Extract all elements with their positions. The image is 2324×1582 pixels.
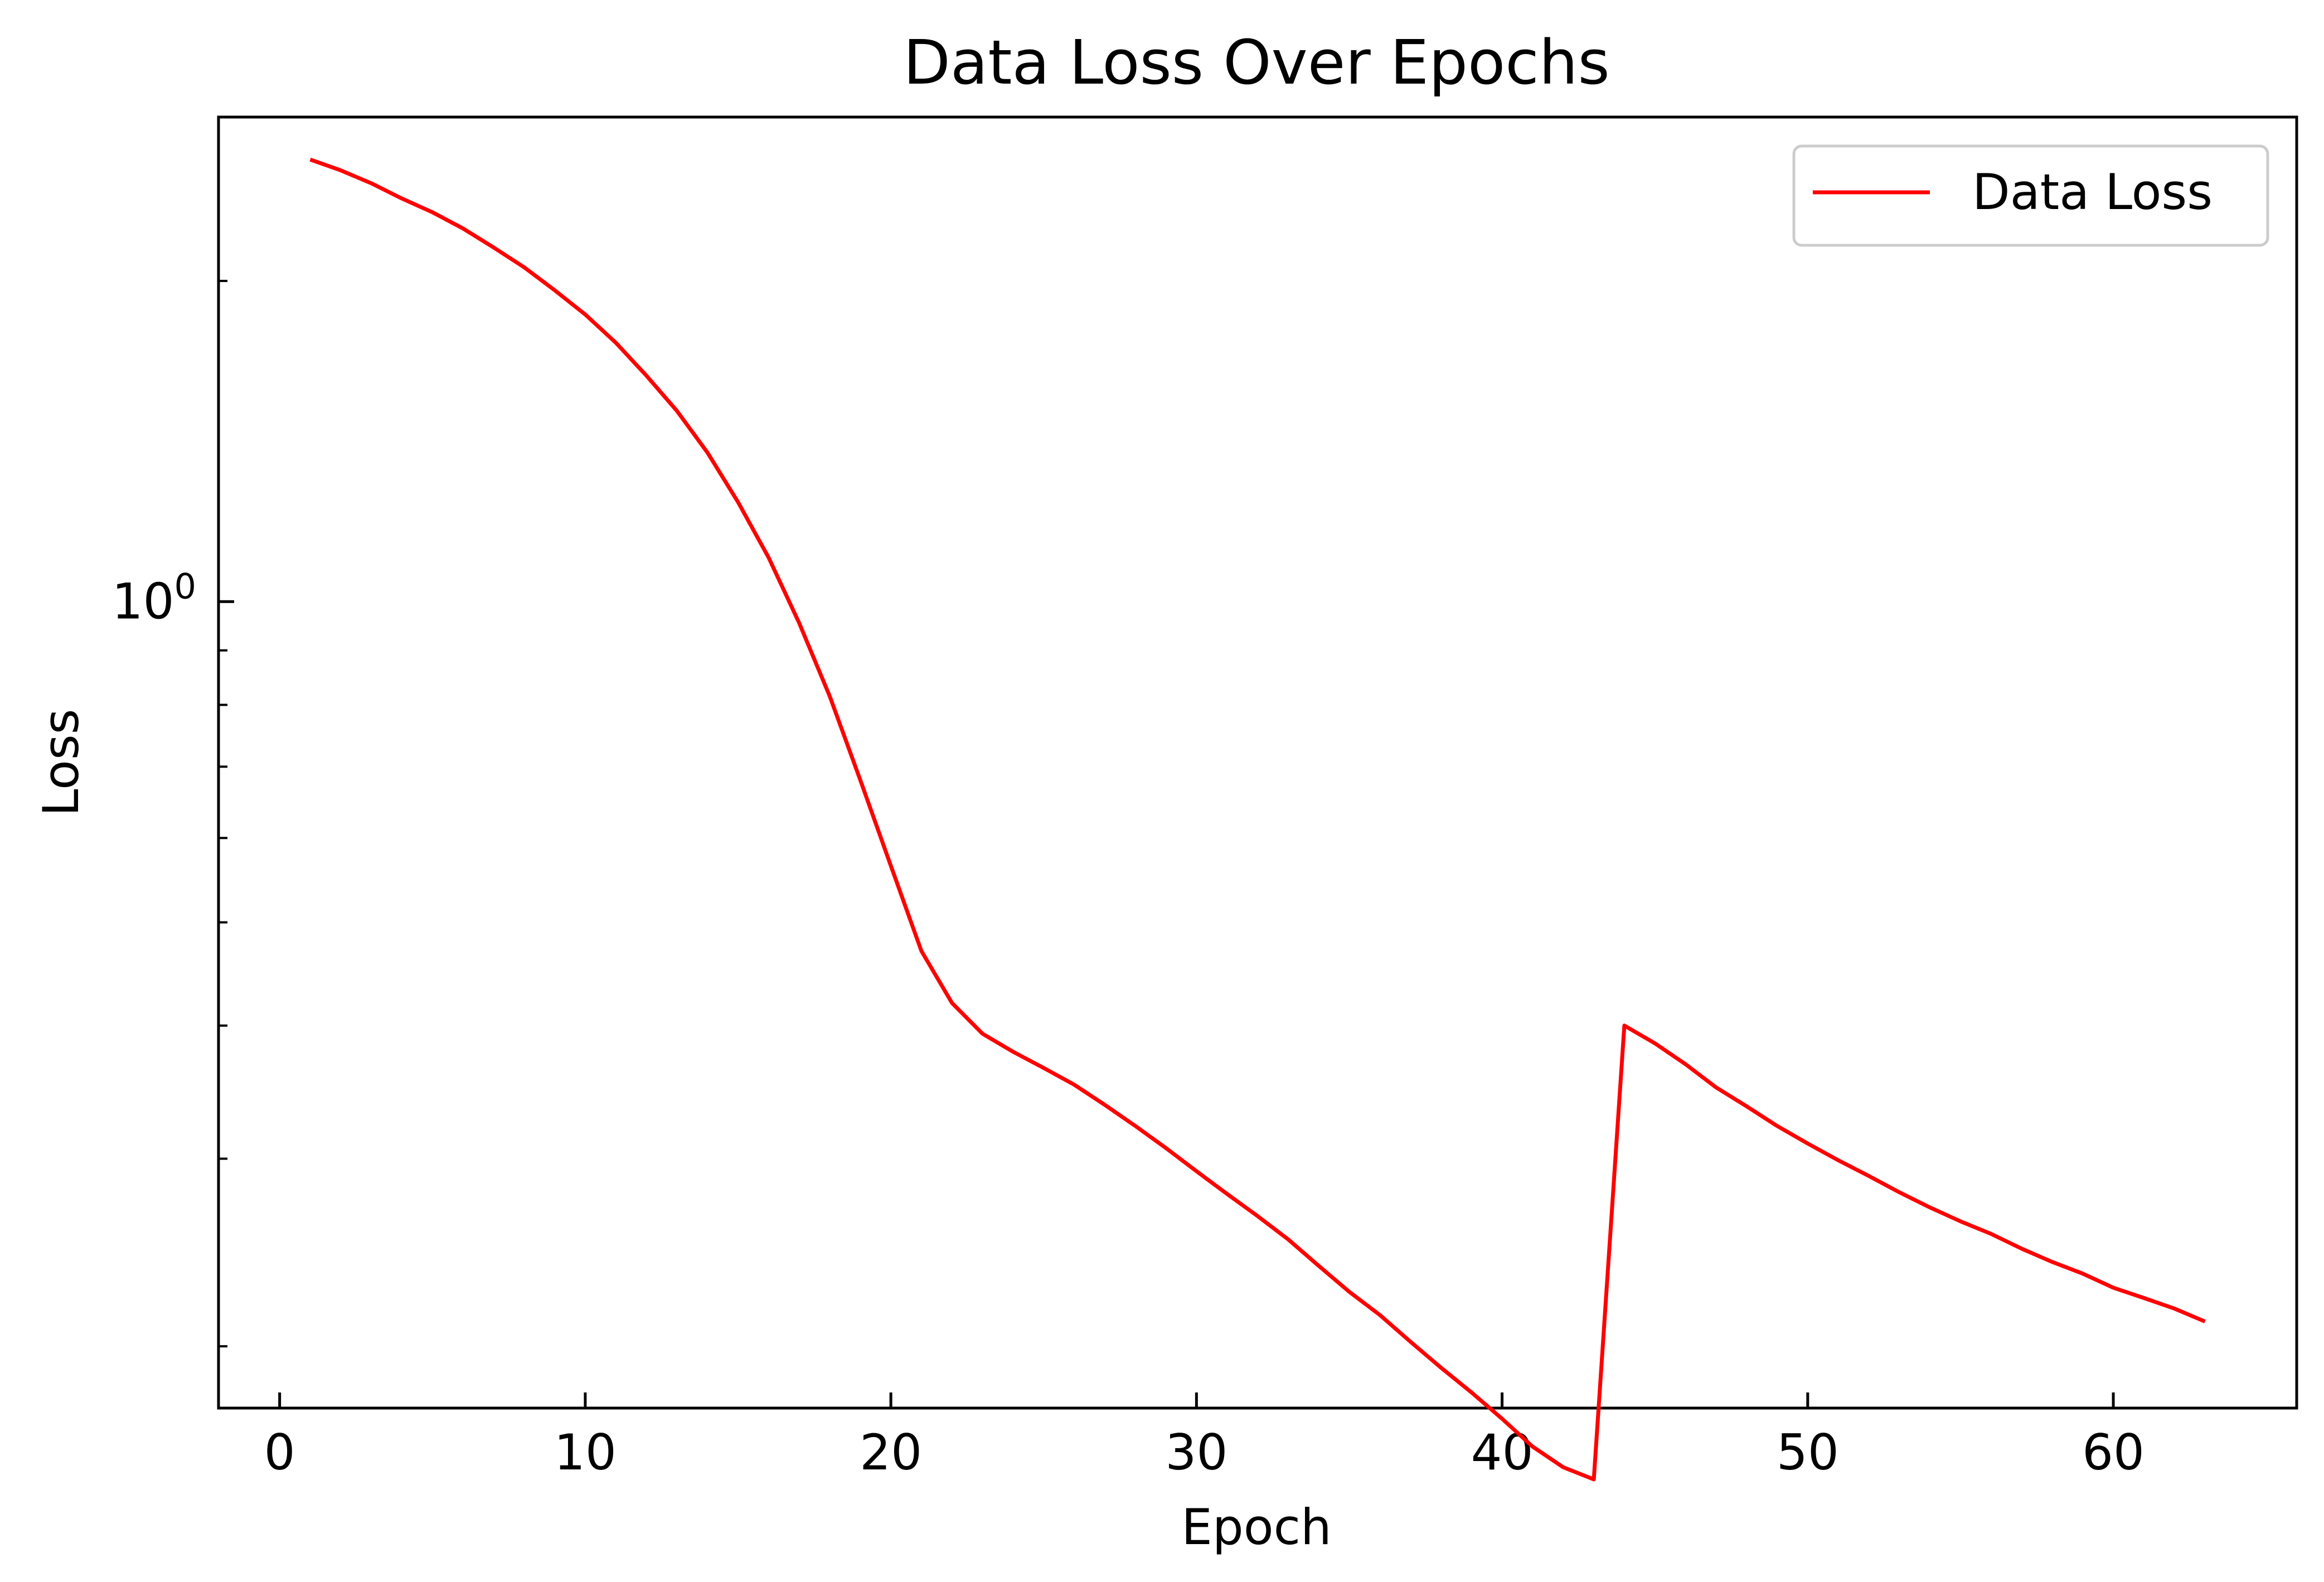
x-tick-label: 0 [264,1424,295,1481]
y-tick-label-exponent: 0 [174,566,196,606]
plot-area: 0 10 20 30 40 50 60 100 [112,115,2298,1482]
x-tick-label: 50 [1777,1424,1839,1481]
x-tick-label: 10 [554,1424,617,1481]
data-loss-line [309,157,2206,1482]
chart-title: Data Loss Over Epochs [903,27,1610,98]
x-tick-label: 30 [1165,1424,1228,1481]
y-axis-label: Loss [32,708,90,816]
x-tick-label: 20 [860,1424,922,1481]
plot-frame [217,115,2298,1410]
x-tick-label: 60 [2082,1424,2145,1481]
legend-box [1792,144,2269,247]
y-tick-label: 100 [112,566,196,630]
legend-label: Data Loss [1972,163,2213,221]
y-axis-ticks: 100 [112,279,234,1348]
y-tick-label-base: 10 [112,572,174,630]
x-axis-ticks: 0 10 20 30 40 50 60 [264,1392,2145,1481]
x-axis-label: Epoch [1181,1498,1331,1556]
legend: Data Loss [1792,144,2269,247]
x-tick-label: 40 [1471,1424,1534,1481]
